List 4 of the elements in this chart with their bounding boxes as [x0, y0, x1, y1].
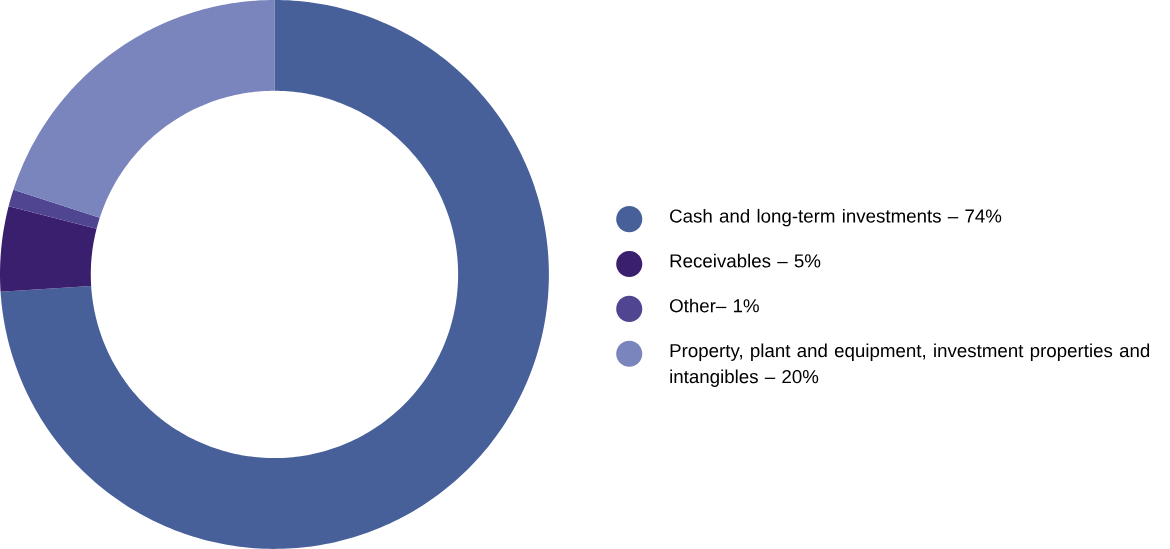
- legend-label: Property, plant and equipment, investment properties and intangibles – 20%: [670, 343, 1150, 387]
- legend-label: Other– 1%: [669, 298, 759, 313]
- legend-label: Cash and long-term investments – 74%: [670, 208, 1002, 227]
- legend-label: Receivables – 5%: [670, 253, 821, 268]
